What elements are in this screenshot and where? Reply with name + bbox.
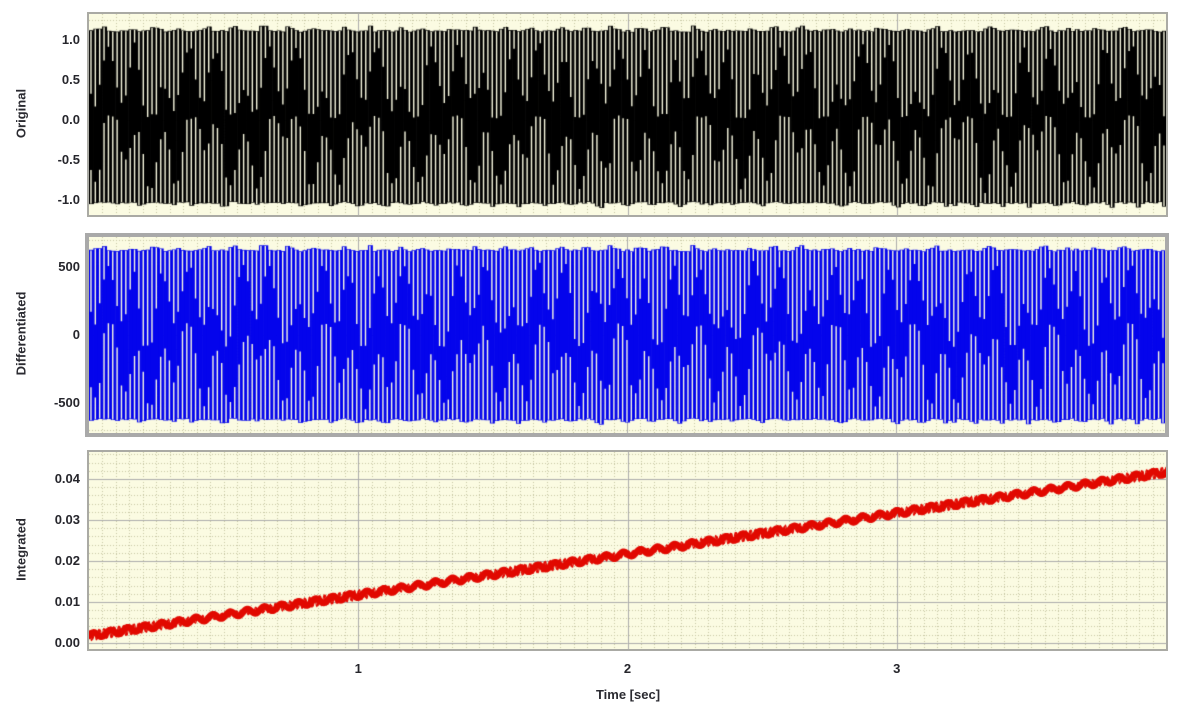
y-tick-label: 0.04 — [54, 471, 80, 487]
y-tick-label: 0 — [72, 327, 80, 342]
y-tick-label: 0.5 — [61, 71, 80, 87]
differentiated-waveform-graph — [85, 233, 1169, 437]
y-tick-label: 0.02 — [54, 552, 80, 568]
x-tick-label: 1 — [354, 661, 362, 676]
differentiated-axis-title: Differentiated — [13, 291, 29, 376]
original-waveform-graph — [87, 12, 1168, 217]
y-tick-label: -500 — [53, 395, 80, 411]
y-tick-label: 0.01 — [54, 593, 80, 609]
y-tick-label: 0.03 — [54, 511, 80, 527]
x-tick-label: 2 — [623, 661, 632, 676]
x-tick-label: 3 — [893, 661, 901, 676]
y-tick-label: -0.5 — [57, 151, 80, 167]
differentiated-graph-canvas — [89, 237, 1165, 433]
y-tick-label: 1.0 — [61, 31, 80, 47]
integrated-axis-title: Integrated — [13, 517, 29, 581]
y-tick-label: 0.0 — [61, 111, 80, 127]
integrated-graph-canvas — [89, 452, 1166, 649]
y-tick-label: -1.0 — [57, 191, 80, 207]
time-axis-title: Time [sec] — [595, 687, 661, 702]
y-tick-label: 0.00 — [54, 634, 80, 650]
integrated-waveform-graph — [87, 450, 1168, 651]
original-axis-title: Original — [13, 88, 29, 138]
y-tick-label: 500 — [58, 258, 80, 274]
original-graph-canvas — [89, 14, 1166, 215]
